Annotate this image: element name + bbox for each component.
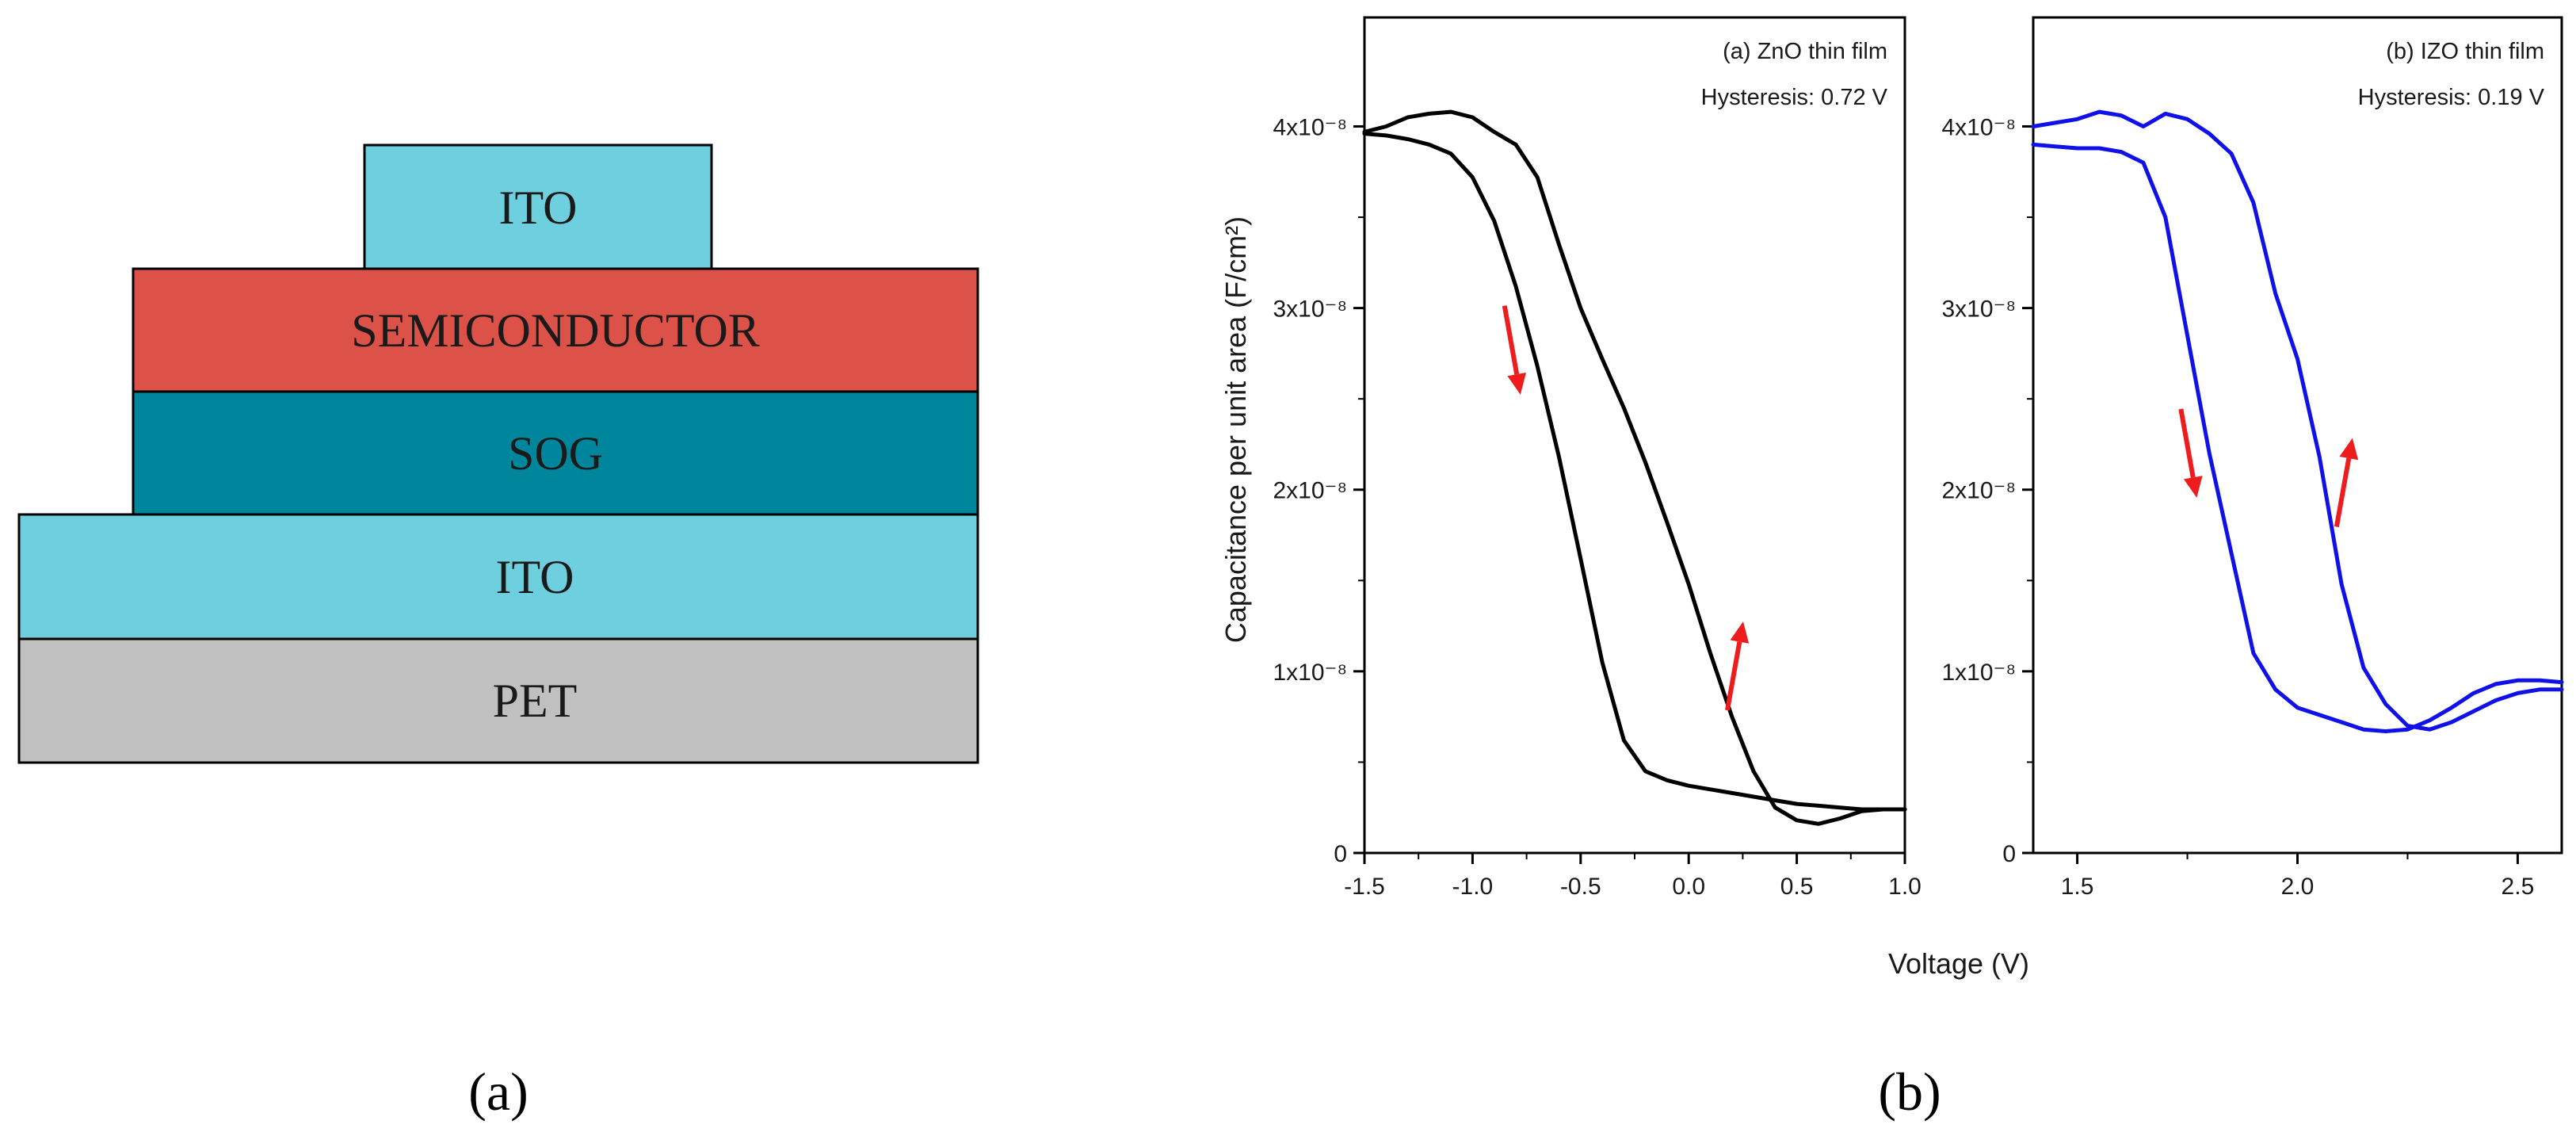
- plot-frame-izo: [2032, 16, 2563, 855]
- stack-layer-pet: [17, 637, 979, 764]
- series-line-izo-forward: [2031, 109, 2564, 732]
- chart-title-izo: (b) IZO thin film: [2386, 39, 2544, 64]
- stack-label-top-ito: ITO: [499, 182, 578, 234]
- x-tick-label-zno: 0.0: [1672, 874, 1705, 900]
- x-tick-label-zno: 0.5: [1780, 874, 1814, 900]
- y-tick-label-izo: 0: [2002, 841, 2016, 867]
- panel-b-label: (b): [1878, 1061, 1941, 1122]
- series-line-zno-forward: [1362, 109, 1907, 826]
- stack-label-semiconductor: SEMICONDUCTOR: [351, 304, 760, 357]
- x-tick-label-izo: 2.5: [2502, 874, 2535, 900]
- y-tick-label-izo: 2x10⁻⁸: [1941, 478, 2016, 504]
- hysteresis-annotation-izo: Hysteresis: 0.19 V: [2358, 85, 2545, 110]
- x-axis-title: Voltage (V): [1888, 947, 2029, 980]
- stack-layer-sog: [132, 390, 979, 516]
- stack-layer-top-ito: [363, 143, 713, 270]
- sweep-arrow-head-izo-1: [2183, 476, 2203, 498]
- panel-a-label: (a): [468, 1061, 528, 1122]
- y-tick-label-zno: 3x10⁻⁸: [1273, 296, 1347, 323]
- series-line-zno-reverse: [1362, 132, 1907, 812]
- sweep-arrow-shaft-zno-1: [1502, 305, 1520, 375]
- sweep-arrow-head-izo-0: [2339, 438, 2359, 461]
- y-axis-title: Capacitance per unit area (F/cm²): [1219, 216, 1252, 643]
- y-tick-label-zno: 0: [1334, 841, 1347, 867]
- sweep-arrow-shaft-zno-0: [1724, 641, 1742, 711]
- x-tick-label-zno: -0.5: [1560, 874, 1601, 900]
- x-tick-label-izo: 1.5: [2061, 874, 2094, 900]
- cv-chart-zno: -1.5 -1.0 -0.5 0.0 0.5 1.0 0 1x10⁻⁸ 2x10⁻⁸ 3x10⁻⁸…: [1273, 16, 1922, 900]
- sweep-arrow-shaft-izo-1: [2178, 408, 2196, 478]
- y-tick-label-zno: 2x10⁻⁸: [1273, 478, 1347, 504]
- x-tick-label-zno: -1.5: [1344, 874, 1385, 900]
- series-line-izo-reverse: [2031, 142, 2564, 733]
- stack-layer-semiconductor: [132, 267, 979, 393]
- stack-label-sog: SOG: [508, 427, 603, 480]
- sweep-arrow-head-zno-1: [1507, 373, 1527, 395]
- stack-layer-bottom-ito: [17, 513, 979, 641]
- sweep-arrow-head-zno-0: [1730, 621, 1750, 644]
- stack-label-pet: PET: [493, 675, 578, 727]
- x-tick-label-zno: -1.0: [1452, 874, 1494, 900]
- cv-chart-izo: 1.5 2.0 2.5 0 1x10⁻⁸ 2x10⁻⁸ 3x10⁻⁸ 4x10⁻⁸ (b) IZ…: [1941, 16, 2564, 900]
- x-tick-label-izo: 2.0: [2281, 874, 2315, 900]
- y-tick-label-izo: 3x10⁻⁸: [1941, 296, 2016, 323]
- stack-label-bottom-ito: ITO: [496, 551, 574, 603]
- y-tick-label-izo: 1x10⁻⁸: [1941, 660, 2016, 686]
- y-tick-label-zno: 4x10⁻⁸: [1273, 114, 1347, 140]
- x-tick-label-zno: 1.0: [1888, 874, 1922, 900]
- sweep-arrow-shaft-izo-0: [2334, 457, 2352, 528]
- chart-title-zno: (a) ZnO thin film: [1723, 39, 1887, 64]
- device-stack-diagram: ITO SEMICONDUCTOR SOG ITO PET: [17, 143, 979, 764]
- y-tick-label-izo: 4x10⁻⁸: [1941, 114, 2016, 140]
- hysteresis-annotation-zno: Hysteresis: 0.72 V: [1701, 85, 1888, 110]
- y-tick-label-zno: 1x10⁻⁸: [1273, 660, 1347, 686]
